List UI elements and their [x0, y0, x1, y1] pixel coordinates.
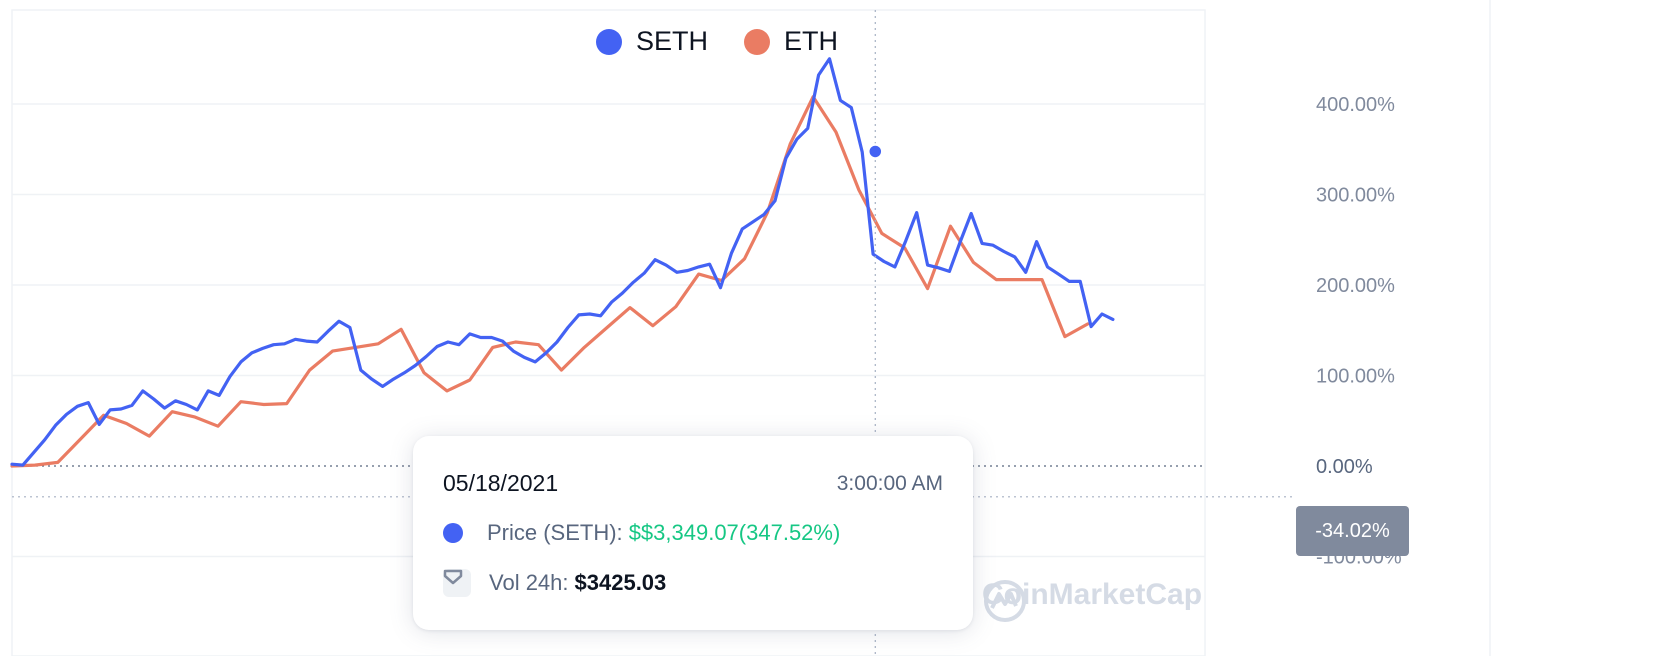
tooltip-volume-row: Vol 24h: $3425.03 — [443, 569, 666, 597]
tooltip-price-value: $$3,349.07(347.52%) — [628, 520, 841, 545]
legend-item-seth[interactable]: SETH — [596, 26, 708, 57]
y-tick-label: 200.00% — [1316, 275, 1395, 297]
legend-item-eth[interactable]: ETH — [744, 26, 838, 57]
tooltip-date: 05/18/2021 — [443, 470, 559, 496]
eth-legend-dot — [744, 28, 771, 55]
series-line-seth — [10, 57, 1115, 467]
y-tick-label: 0.00% — [1316, 456, 1373, 478]
tooltip-price-row: Price (SETH): $$3,349.07(347.52%) — [443, 520, 840, 546]
y-tick-label: 100.00% — [1316, 366, 1395, 388]
series-layer — [10, 57, 1115, 468]
watermark: CoinMarketCap — [982, 578, 1203, 622]
legend: SETH ETH — [596, 26, 838, 57]
tooltip-header: 05/18/2021 3:00:00 AM — [443, 470, 943, 497]
y-tick-label: 400.00% — [1316, 94, 1395, 116]
watermark-text: CoinMarketCap — [982, 578, 1203, 611]
eth-legend-label: ETH — [784, 26, 839, 56]
series-line-eth — [10, 95, 1090, 468]
hover-point — [867, 143, 884, 160]
y-axis: 400.00%300.00%200.00%100.00%0.00%-100.00… — [1316, 94, 1402, 569]
seth-dot-icon — [443, 523, 463, 543]
chart-tooltip: 05/18/2021 3:00:00 AM Price (SETH): $$3,… — [413, 436, 973, 630]
current-value-badge: -34.02% — [1296, 506, 1409, 556]
marker-layer — [867, 10, 884, 656]
tooltip-time: 3:00:00 AM — [836, 471, 943, 495]
y-tick-label: 300.00% — [1316, 185, 1395, 207]
seth-legend-label: SETH — [636, 26, 709, 56]
seth-legend-dot — [596, 28, 622, 55]
tooltip-volume-label: Vol 24h: — [489, 570, 569, 595]
grid-layer — [11, 0, 1491, 656]
plot-frame — [11, 9, 1206, 656]
coinmarketcap-logo-icon — [984, 580, 1026, 622]
tooltip-price-label: Price (SETH): — [487, 520, 623, 545]
volume-icon — [443, 569, 471, 597]
tooltip-volume-value: $3425.03 — [574, 570, 667, 595]
